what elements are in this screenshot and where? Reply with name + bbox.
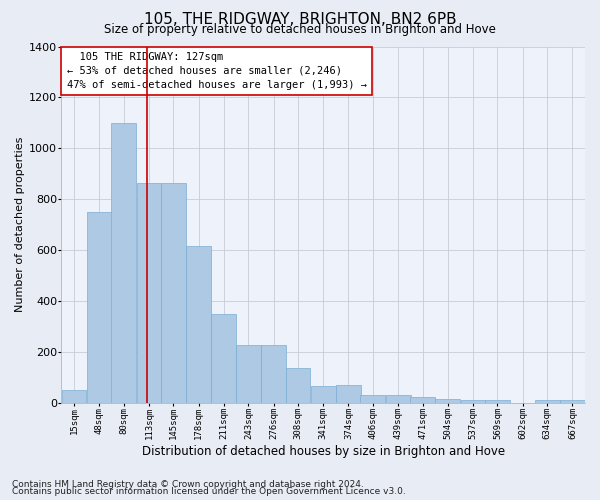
Bar [161,182,186,402]
Bar [311,386,335,402]
Bar [286,368,310,402]
Bar [535,400,560,402]
Text: Contains public sector information licensed under the Open Government Licence v3: Contains public sector information licen… [12,487,406,496]
Bar [112,123,136,402]
Bar [62,390,86,402]
Bar [261,346,286,403]
Bar [236,346,261,403]
Bar [461,400,485,402]
Bar [186,246,211,402]
X-axis label: Distribution of detached houses by size in Brighton and Hove: Distribution of detached houses by size … [142,444,505,458]
Bar [137,182,161,402]
Text: 105, THE RIDGWAY, BRIGHTON, BN2 6PB: 105, THE RIDGWAY, BRIGHTON, BN2 6PB [143,12,457,28]
Y-axis label: Number of detached properties: Number of detached properties [15,137,25,312]
Bar [386,395,410,402]
Text: 105 THE RIDGWAY: 127sqm
← 53% of detached houses are smaller (2,246)
47% of semi: 105 THE RIDGWAY: 127sqm ← 53% of detache… [67,52,367,90]
Bar [410,398,435,402]
Bar [560,400,585,402]
Bar [361,395,385,402]
Bar [336,384,361,402]
Bar [211,314,236,402]
Bar [87,212,112,402]
Text: Contains HM Land Registry data © Crown copyright and database right 2024.: Contains HM Land Registry data © Crown c… [12,480,364,489]
Bar [485,400,510,402]
Text: Size of property relative to detached houses in Brighton and Hove: Size of property relative to detached ho… [104,22,496,36]
Bar [436,398,460,402]
